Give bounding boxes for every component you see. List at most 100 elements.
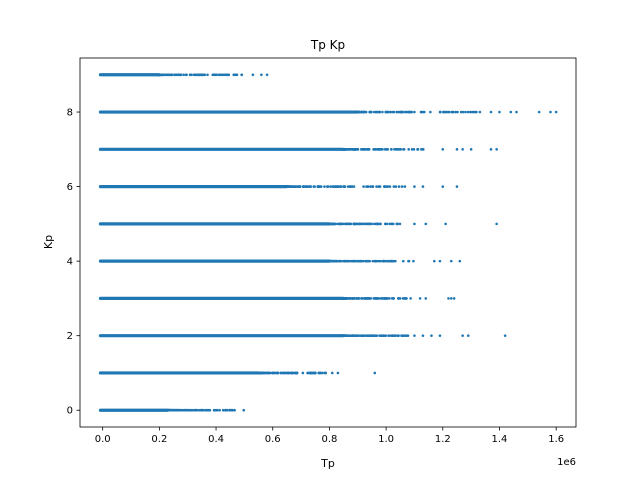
data-point — [326, 185, 329, 188]
x-axis-label: Tp — [320, 457, 335, 470]
x-tick-label: 0.8 — [321, 434, 337, 445]
data-point — [375, 185, 378, 188]
data-point — [398, 222, 402, 226]
data-point — [402, 259, 405, 263]
x-axis-offset-text: 1e6 — [557, 457, 576, 468]
dense-point-band — [98, 110, 359, 114]
outlier-point — [421, 334, 425, 337]
dense-point-band — [98, 184, 288, 189]
data-point — [200, 408, 203, 412]
data-point — [377, 259, 381, 263]
outlier-point — [265, 73, 269, 77]
x-tick-label: 1.2 — [435, 434, 451, 445]
series-kp-3 — [98, 296, 456, 301]
x-axis-ticks: 0.0 0.2 0.4 0.6 0.8 1.0 1.2 1.4 1.6 — [95, 427, 564, 445]
x-tick-label: 0.4 — [208, 434, 224, 445]
data-point — [230, 408, 234, 412]
outlier-point — [461, 148, 464, 151]
data-point — [212, 408, 216, 412]
data-point — [279, 371, 283, 375]
data-point — [439, 110, 442, 114]
outlier-point — [418, 297, 422, 300]
outlier-point — [515, 110, 518, 114]
data-point — [349, 185, 353, 188]
data-point — [396, 334, 400, 337]
data-point — [334, 185, 338, 188]
data-point — [461, 110, 465, 114]
outlier-point — [424, 297, 428, 300]
data-point — [342, 334, 345, 337]
outlier-point — [466, 334, 470, 337]
data-point — [225, 73, 228, 77]
data-point — [221, 408, 225, 412]
axes-frame — [79, 57, 577, 428]
dense-point-band — [98, 408, 169, 412]
y-tick-label: 0 — [67, 406, 73, 417]
data-point — [393, 334, 397, 337]
data-point — [389, 110, 392, 114]
data-point — [395, 148, 398, 151]
data-point — [175, 73, 179, 77]
data-point — [366, 185, 370, 188]
data-point — [274, 371, 278, 375]
data-point — [302, 185, 306, 188]
outlier-point — [489, 148, 493, 151]
data-point — [402, 148, 406, 151]
data-point — [379, 222, 382, 226]
data-point — [370, 222, 373, 226]
data-point — [386, 259, 389, 263]
data-point — [391, 334, 394, 337]
data-point — [215, 408, 219, 412]
outlier-point — [413, 334, 416, 337]
data-point — [410, 148, 414, 151]
chart-title: Tp Kp — [310, 38, 345, 52]
data-point — [294, 371, 298, 375]
data-point — [218, 408, 221, 412]
data-point — [456, 110, 459, 114]
outlier-point — [421, 185, 425, 188]
data-point — [397, 297, 400, 300]
data-point — [353, 222, 357, 226]
data-point — [407, 259, 410, 263]
data-point — [180, 408, 183, 412]
data-point — [407, 148, 410, 151]
data-point — [350, 334, 354, 337]
data-point — [391, 222, 395, 226]
dense-point-band — [98, 371, 260, 375]
data-point — [358, 259, 361, 263]
data-point — [372, 110, 376, 114]
data-point — [454, 110, 457, 114]
data-point — [384, 222, 387, 226]
data-point — [382, 259, 385, 263]
data-point — [375, 334, 379, 337]
data-point — [382, 334, 385, 337]
outlier-point — [495, 148, 498, 151]
data-point — [352, 297, 356, 300]
data-point — [192, 408, 196, 412]
data-point — [264, 371, 268, 375]
data-point — [394, 185, 398, 188]
data-point — [384, 334, 388, 337]
data-point — [388, 185, 392, 188]
data-point — [362, 185, 365, 188]
data-point — [353, 259, 357, 263]
dense-point-band — [98, 222, 331, 226]
data-point — [347, 297, 351, 300]
y-tick-label: 8 — [67, 108, 73, 119]
data-point — [375, 297, 379, 300]
outlier-point — [441, 148, 445, 151]
dense-point-band — [98, 259, 331, 263]
data-point — [342, 148, 345, 151]
data-point — [367, 259, 370, 263]
data-point — [378, 185, 382, 188]
outlier-point — [373, 371, 377, 375]
data-point — [212, 73, 216, 77]
data-point — [356, 148, 360, 151]
data-point — [358, 222, 361, 226]
data-point — [447, 110, 451, 114]
data-point — [341, 222, 345, 226]
data-point — [160, 73, 164, 77]
data-point — [190, 408, 194, 412]
dense-point-band — [98, 296, 345, 301]
